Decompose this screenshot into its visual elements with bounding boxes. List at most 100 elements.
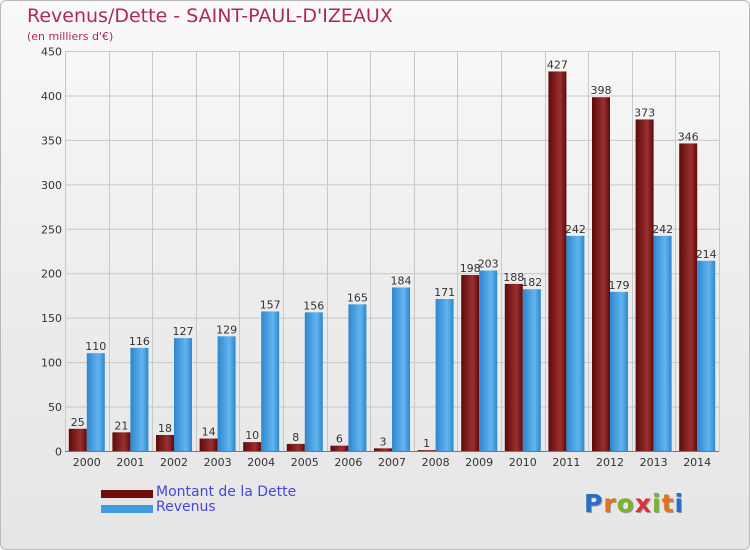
x-tick-label: 2010 bbox=[509, 456, 537, 469]
logo-letter: x bbox=[634, 489, 652, 518]
y-tick-label: 50 bbox=[48, 401, 62, 414]
x-tick-label: 2004 bbox=[247, 456, 275, 469]
data-label-revenus: 179 bbox=[609, 279, 630, 292]
y-tick-label: 150 bbox=[41, 312, 62, 325]
bar-revenus bbox=[610, 291, 628, 451]
y-tick-label: 400 bbox=[41, 90, 62, 103]
data-label-revenus: 110 bbox=[85, 340, 106, 353]
bar-debt bbox=[679, 143, 698, 451]
legend-swatch-debt bbox=[101, 490, 153, 498]
data-label-debt: 6 bbox=[336, 433, 343, 446]
data-label-debt: 427 bbox=[547, 58, 568, 71]
proxiti-logo: Proxiti bbox=[584, 489, 684, 518]
bar-revenus bbox=[697, 260, 716, 451]
x-tick-label: 2012 bbox=[596, 456, 624, 469]
data-label-debt: 18 bbox=[158, 422, 172, 435]
x-tick-label: 2008 bbox=[422, 456, 450, 469]
x-tick-label: 2014 bbox=[683, 456, 711, 469]
bar-debt bbox=[156, 435, 174, 451]
bar-revenus bbox=[653, 235, 672, 451]
data-label-debt: 198 bbox=[460, 262, 481, 275]
x-tick-label: 2007 bbox=[378, 456, 406, 469]
bar-revenus bbox=[130, 347, 149, 451]
data-label-revenus: 182 bbox=[521, 276, 542, 289]
bar-debt bbox=[461, 275, 480, 451]
logo-letter: i bbox=[674, 489, 685, 518]
bar-debt bbox=[417, 450, 436, 451]
bar-debt bbox=[548, 71, 567, 451]
legend-label-revenus: Revenus bbox=[156, 499, 216, 515]
y-tick-label: 300 bbox=[41, 179, 62, 192]
bar-revenus bbox=[86, 353, 105, 451]
logo-letter: o bbox=[616, 489, 635, 518]
data-label-revenus: 127 bbox=[173, 325, 194, 338]
data-label-debt: 25 bbox=[71, 416, 85, 429]
data-label-revenus: 203 bbox=[478, 258, 499, 271]
data-label-revenus: 156 bbox=[303, 299, 324, 312]
x-tick-label: 2005 bbox=[291, 456, 319, 469]
x-tick-label: 2013 bbox=[640, 456, 668, 469]
y-tick-label: 200 bbox=[41, 268, 62, 281]
bar-revenus bbox=[217, 336, 236, 451]
bar-debt bbox=[592, 97, 610, 451]
data-label-revenus: 242 bbox=[652, 223, 673, 236]
x-tick-label: 2003 bbox=[204, 456, 232, 469]
logo-letter: r bbox=[603, 489, 617, 518]
data-label-revenus: 214 bbox=[696, 248, 717, 261]
bar-debt bbox=[243, 442, 262, 451]
y-tick-label: 250 bbox=[41, 223, 62, 236]
data-label-revenus: 157 bbox=[260, 298, 281, 311]
legend-swatch-revenus bbox=[101, 505, 153, 513]
data-label-revenus: 129 bbox=[216, 323, 237, 336]
bar-debt bbox=[112, 432, 131, 451]
bar-debt bbox=[374, 448, 392, 451]
data-label-revenus: 242 bbox=[565, 223, 586, 236]
chart-title: Revenus/Dette - SAINT-PAUL-D'IZEAUX bbox=[27, 5, 393, 27]
data-label-debt: 188 bbox=[503, 271, 524, 284]
bar-revenus bbox=[566, 235, 585, 451]
data-label-revenus: 184 bbox=[391, 274, 412, 287]
logo-letter: i bbox=[652, 489, 662, 518]
bar-debt bbox=[68, 428, 87, 451]
x-tick-label: 2000 bbox=[73, 456, 101, 469]
bar-revenus bbox=[174, 338, 192, 451]
data-label-debt: 373 bbox=[634, 106, 655, 119]
bar-revenus bbox=[304, 312, 323, 451]
bar-revenus bbox=[522, 289, 541, 451]
bar-debt bbox=[330, 445, 349, 451]
data-label-revenus: 165 bbox=[347, 291, 368, 304]
x-tick-label: 2001 bbox=[116, 456, 144, 469]
data-label-debt: 1 bbox=[423, 437, 430, 450]
bar-debt bbox=[199, 438, 218, 451]
x-tick-label: 2009 bbox=[465, 456, 493, 469]
x-tick-label: 2011 bbox=[552, 456, 580, 469]
chart-subtitle: (en milliers d'€) bbox=[27, 30, 114, 43]
bar-revenus bbox=[435, 299, 454, 451]
logo-letter: t bbox=[661, 489, 675, 518]
y-tick-label: 100 bbox=[41, 357, 62, 370]
data-label-revenus: 116 bbox=[129, 335, 150, 348]
logo-letter: P bbox=[584, 489, 604, 518]
bar-revenus bbox=[348, 304, 367, 451]
bar-revenus bbox=[392, 287, 410, 451]
data-label-debt: 3 bbox=[380, 435, 387, 448]
y-tick-label: 0 bbox=[55, 446, 62, 459]
data-label-debt: 398 bbox=[591, 84, 612, 97]
data-label-debt: 14 bbox=[202, 426, 216, 439]
y-tick-label: 450 bbox=[41, 46, 62, 59]
data-label-debt: 21 bbox=[114, 419, 128, 432]
bar-debt bbox=[286, 443, 305, 451]
x-tick-label: 2002 bbox=[160, 456, 188, 469]
data-label-debt: 346 bbox=[678, 130, 699, 143]
data-label-debt: 8 bbox=[292, 431, 299, 444]
legend-label-debt: Montant de la Dette bbox=[156, 484, 297, 500]
data-label-debt: 10 bbox=[245, 429, 259, 442]
data-label-revenus: 171 bbox=[434, 286, 455, 299]
bar-revenus bbox=[261, 311, 280, 451]
x-tick-label: 2006 bbox=[334, 456, 362, 469]
bar-revenus bbox=[479, 270, 498, 451]
bar-debt bbox=[504, 283, 523, 451]
bar-debt bbox=[635, 119, 654, 451]
